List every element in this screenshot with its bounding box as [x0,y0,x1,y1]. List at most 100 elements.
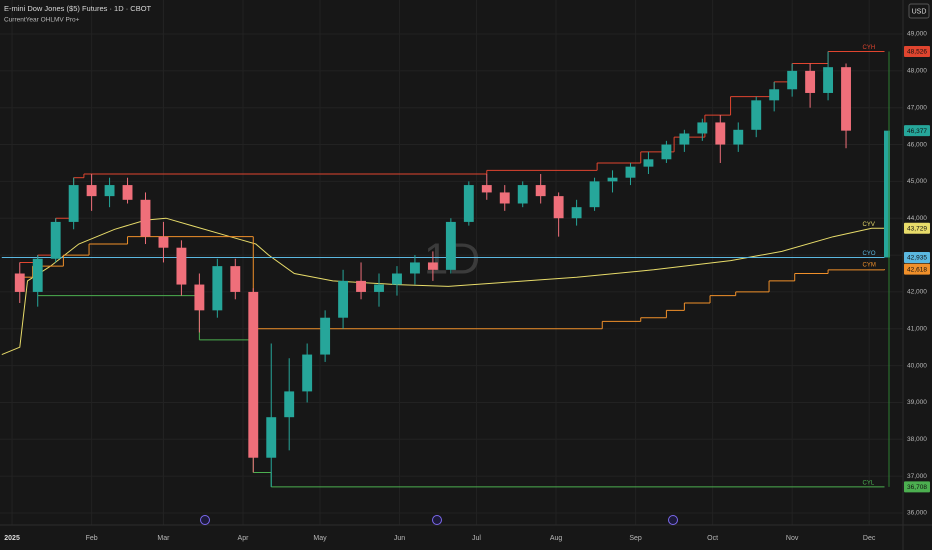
event-icon[interactable] [432,515,442,525]
x-tick-label: Mar [157,535,170,542]
candle-body [140,199,151,237]
candle-body [805,70,816,93]
level-name: CYO [863,251,876,257]
candle-body [751,100,762,130]
currency-button[interactable] [908,3,930,19]
chart-title: E-mini Dow Jones ($5) Futures · 1D · CBO… [4,4,152,13]
candle-body [643,159,654,167]
price-tag [904,263,930,275]
candle-body [212,266,223,311]
candle-body [122,185,133,200]
indicator-name: CurrentYear OHLMV Pro+ [4,17,80,24]
level-name: CYL [863,480,875,486]
candle-body [338,280,349,318]
candle-body [481,185,492,193]
axes: 36,000 37,000 38,000 39,000 40,000 41,000 42,0… [4,31,930,542]
candle-body [86,185,97,197]
x-tick-label: Dec [863,535,876,542]
x-tick-label: May [313,535,327,542]
price-tag [904,481,930,493]
candle-body [32,258,43,292]
candle-body [104,185,115,197]
x-tick-label: Jun [394,535,405,542]
candle-body [392,273,402,285]
candle-body [158,236,169,248]
y-tick-label: 47,000 [907,104,927,111]
x-tick-label: Oct [707,535,718,542]
candle-body [787,70,798,90]
event-icon[interactable] [200,515,210,525]
level-name: CYV [863,222,875,228]
candle-body [517,185,528,204]
candle-body [194,284,205,311]
price-tag-label: 36,708 [907,484,927,491]
candle-body [284,391,295,418]
candle-body [445,221,456,270]
event-icons [200,515,678,525]
price-tag-label: 42,618 [907,266,927,273]
y-tick-label: 48,000 [907,68,927,75]
candle-body [463,185,474,222]
x-tick-label: 2025 [4,535,20,542]
candle-body [50,221,61,259]
range-bar [884,130,890,258]
candle-body [409,262,420,274]
candle-body [715,122,726,145]
y-tick-label: 44,000 [907,215,927,222]
level-name: CYM [863,263,876,269]
x-tick-label: Aug [550,535,563,542]
x-tick-label: Apr [238,535,250,542]
candle-body [14,273,25,292]
y-tick-label: 49,000 [907,31,927,38]
candle-body [769,89,780,101]
candle-body [571,207,582,219]
x-tick-label: Nov [786,535,799,542]
candle-body [374,284,384,292]
y-tick-label: 45,000 [907,178,927,185]
candle-body [499,192,510,204]
candle-body [697,122,708,134]
y-tick-label: 41,000 [907,325,927,332]
currency-label[interactable]: USD [912,8,927,15]
candle-body [661,144,672,160]
candle-body [302,354,313,392]
y-tick-label: 46,000 [907,141,927,148]
price-tag-label: 43,729 [907,225,927,232]
level-name: CYH [863,45,876,51]
candle-body [679,133,690,145]
candle-body [607,177,618,182]
level-line [1,217,885,356]
event-icon[interactable] [668,515,678,525]
price-tag [904,45,930,57]
y-tick-label: 36,000 [907,510,927,517]
x-tick-label: Feb [86,535,98,542]
candle-body [68,185,79,222]
x-tick-label: Sep [629,535,642,542]
price-tag-label: 48,526 [907,49,927,56]
y-tick-label: 42,000 [907,289,927,296]
candle-body [733,129,744,145]
candle-body [553,196,564,219]
price-tag [904,251,930,263]
candle-body [823,67,834,93]
candle-body [535,185,546,197]
x-tick-label: Jul [472,535,481,542]
price-tag-label: 46,377 [907,128,927,135]
price-tag [904,222,930,234]
candle-body [176,247,187,285]
y-tick-label: 37,000 [907,473,927,480]
candle-body [589,181,600,208]
price-tag [904,125,930,137]
y-tick-label: 38,000 [907,436,927,443]
candle-body [320,317,331,355]
candle-body [841,67,851,131]
candle-body [356,280,366,292]
candle-body [625,166,636,178]
candle-body [427,262,438,270]
price-tag-label: 42,935 [907,255,927,262]
candle-body [230,266,241,292]
plot-area: CYH CYV CYO CYM CYL [1,45,890,488]
grid [0,0,903,525]
